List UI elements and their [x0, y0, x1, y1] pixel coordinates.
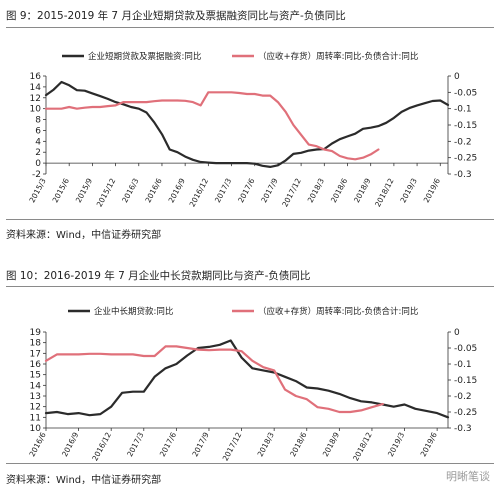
fig9-x-tick-label: 2015/6	[51, 177, 71, 205]
fig10-right-tick-label: -0.15	[454, 376, 477, 386]
fig10-left-tick-label: 12	[30, 403, 41, 413]
fig10-right-tick-label: -0.3	[454, 424, 472, 434]
fig10-left-tick-label: 14	[30, 381, 42, 391]
fig10-right-tick-label: -0.1	[454, 360, 472, 370]
fig10-x-tick-label: 2016/9	[60, 431, 80, 459]
fig9-left-tick-label: 6	[35, 126, 41, 136]
fig10-left-tick-label: 19	[30, 328, 42, 338]
fig9-x-tick-label: 2017/12	[280, 177, 303, 209]
fig9-left-tick-label: 14	[30, 83, 42, 93]
figure9-bottom-rule	[6, 219, 494, 220]
fig10-x-tick-label: 2018/6	[288, 431, 308, 459]
fig9-x-tick-label: 2018/6	[329, 177, 349, 205]
fig9-x-tick-label: 2017/3	[213, 177, 233, 205]
fig9-left-tick-label: 8	[35, 116, 41, 126]
fig9-right-tick-label: -0.2	[454, 137, 472, 147]
fig10-x-tick-label: 2017/12	[221, 431, 244, 462]
fig10-left-tick-label: 13	[30, 392, 41, 402]
fig10-x-tick-label: 2018/12	[351, 431, 374, 462]
fig9-right-tick-label: -0.1	[454, 105, 472, 115]
fig9-left-tick-label: 10	[30, 105, 42, 115]
fig9-right-tick-label: -0.25	[454, 154, 477, 164]
fig9-series-2-line	[44, 91, 380, 161]
fig10-legend-label-2: （应收+存货）周转率:同比-负债合计:同比	[258, 306, 418, 317]
fig9-x-tick-label: 2015/9	[74, 177, 94, 205]
fig9-x-tick-label: 2019/6	[422, 177, 442, 205]
fig9-x-tick-label: 2018/12	[373, 177, 396, 209]
fig9-right-tick-label: -0.3	[454, 170, 472, 180]
fig10-right-tick-label: -0.2	[454, 392, 472, 402]
fig9-series-1-line	[44, 80, 450, 168]
figure10-title: 图 10：2016-2019 年 7 月企业中长贷款期同比与资产-负债同比	[6, 270, 311, 282]
fig10-left-tick-label: 15	[30, 371, 41, 381]
fig9-left-tick-label: 4	[35, 137, 41, 147]
fig10-right-tick-label: 0	[454, 328, 460, 338]
figure9-title: 图 9：2015-2019 年 7 月企业短期贷款及票据融资同比与资产-负债同比	[6, 10, 346, 22]
fig9-right-tick-label: -0.15	[454, 121, 477, 131]
fig9-x-tick-label: 2016/12	[188, 177, 211, 209]
fig10-right-tick-label: -0.05	[454, 344, 477, 354]
fig10-left-tick-label: 10	[30, 424, 42, 434]
fig10-x-tick-label: 2019/3	[386, 431, 406, 459]
fig9-x-tick-label: 2017/9	[259, 177, 279, 205]
fig9-x-tick-label: 2016/6	[143, 177, 163, 205]
fig10-x-tick-label: 2018/9	[321, 431, 341, 459]
fig9-x-tick-label: 2015/12	[95, 177, 118, 209]
fig10-x-tick-label: 2018/3	[256, 431, 276, 459]
fig10-x-tick-label: 2019/6	[419, 431, 439, 459]
fig9-x-tick-label: 2019/3	[399, 177, 419, 205]
fig9-left-tick-label: 16	[30, 72, 42, 82]
fig10-series-2-line	[44, 345, 384, 414]
fig9-left-tick-label: 0	[35, 159, 41, 169]
figure9-title-rule	[6, 27, 494, 28]
figure10-bottom-rule	[6, 463, 494, 464]
fig10-right-tick-label: -0.25	[454, 408, 477, 418]
fig10-left-tick-label: 17	[30, 349, 41, 359]
fig9-x-tick-label: 2017/6	[236, 177, 256, 205]
fig9-x-tick-label: 2018/9	[352, 177, 372, 205]
fig10-x-tick-label: 2016/12	[90, 431, 113, 462]
fig9-right-tick-label: -0.05	[454, 88, 477, 98]
fig10-legend-label-1: 企业中长期贷款:同比	[94, 306, 173, 317]
fig9-x-tick-label: 2016/3	[120, 177, 140, 205]
fig9-left-tick-label: 12	[30, 94, 41, 104]
fig9-right-tick-label: 0	[454, 72, 460, 82]
watermark-text: 明晰笔谈	[446, 470, 490, 483]
figure10-title-rule	[6, 286, 494, 287]
fig10-x-tick-label: 2017/3	[125, 431, 145, 459]
figure10-source: 资料来源：Wind，中信证券研究部	[6, 475, 162, 486]
fig9-x-tick-label: 2016/9	[167, 177, 187, 205]
fig10-left-tick-label: 11	[30, 413, 41, 423]
fig10-series-1-line	[44, 339, 450, 419]
fig9-left-tick-label: 2	[35, 148, 41, 158]
fig9-x-tick-label: 2018/3	[306, 177, 326, 205]
fig9-left-tick-label: -2	[32, 170, 41, 180]
fig10-left-tick-label: 16	[30, 360, 42, 370]
fig9-x-tick-label: 2015/3	[27, 177, 47, 205]
fig10-left-tick-label: 18	[30, 339, 42, 349]
fig10-x-tick-label: 2017/6	[158, 431, 178, 459]
fig10-x-tick-label: 2017/9	[190, 431, 210, 459]
figure9-source: 资料来源：Wind，中信证券研究部	[6, 230, 162, 241]
fig10-x-tick-label: 2016/6	[27, 431, 47, 459]
fig9-legend-label-1: 企业短期贷款及票据融资:同比	[88, 51, 201, 62]
fig9-legend-label-2: （应收+存货）周转率:同比-负债合计:同比	[258, 51, 418, 62]
